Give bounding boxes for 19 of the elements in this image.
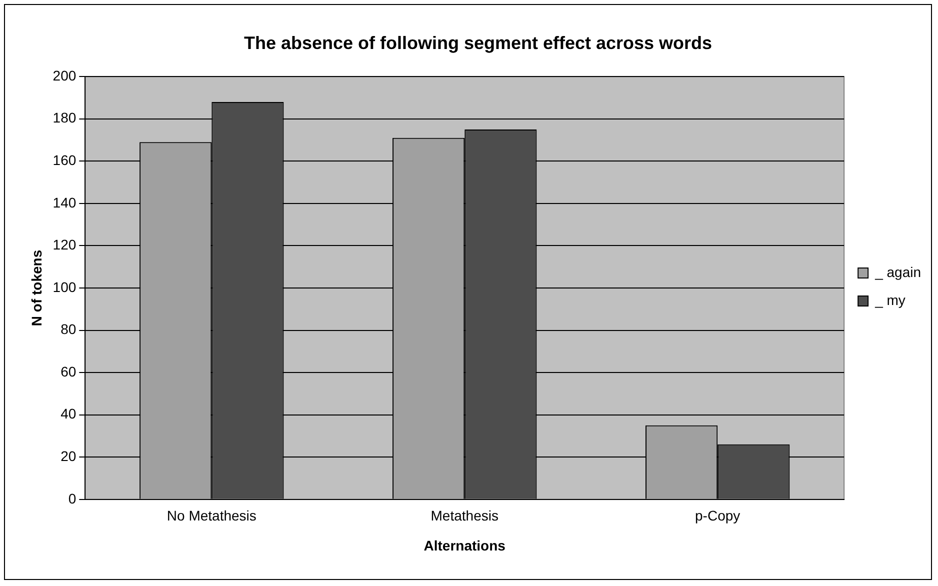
y-tick-label: 20 [60, 448, 76, 464]
y-tick-label: 100 [52, 278, 76, 295]
legend-label: _ again [874, 264, 922, 280]
chart-title: The absence of following segment effect across words [244, 32, 712, 53]
x-tick-label: p-Copy [695, 508, 740, 524]
x-tick-label: No Metathesis [166, 508, 256, 524]
y-tick-label: 120 [52, 236, 76, 253]
y-tick-label: 60 [60, 363, 76, 380]
y-tick-label: 180 [52, 110, 76, 126]
y-axis-title: N of tokens [28, 250, 44, 326]
y-tick-label: 0 [68, 490, 76, 506]
y-tick-label: 160 [52, 152, 76, 168]
y-tick-label: 40 [60, 406, 76, 422]
y-tick-label: 200 [52, 67, 76, 84]
x-tick-label: Metathesis [430, 508, 498, 524]
x-axis-title: Alternations [424, 537, 506, 554]
legend-label: _ my [874, 292, 906, 308]
y-tick-label: 140 [52, 194, 76, 210]
y-tick-label: 80 [60, 321, 76, 338]
